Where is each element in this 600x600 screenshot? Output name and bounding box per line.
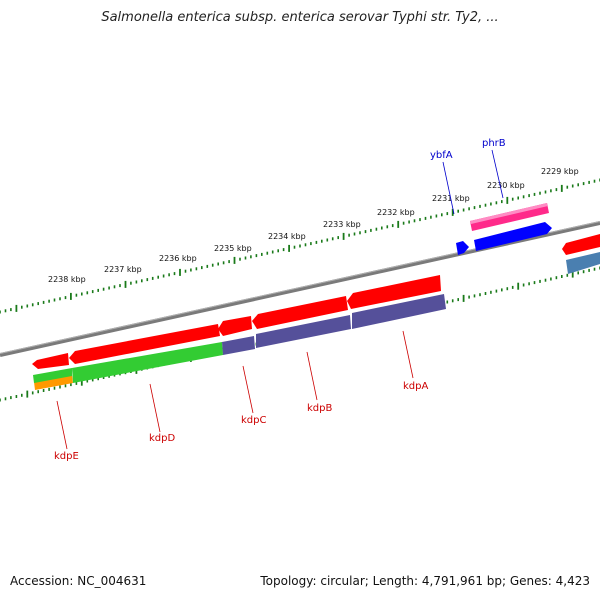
kbp-label-2234: 2234 kbp [268,232,306,241]
kbp-label-2233: 2233 kbp [323,220,361,229]
kdpB-leader-line [306,351,318,401]
kdpD-cds-arrow[interactable] [69,324,220,364]
phrB-feature-highlight [470,203,548,224]
kbp-label-2236: 2236 kbp [159,254,197,263]
gene-label-ybfA: ybfA [430,150,453,161]
accession-footer: Accession: NC_004631 [10,574,147,588]
gene-label-phrB: phrB [482,138,506,149]
gene-label-kdpD: kdpD [149,433,175,444]
kdpE-cds-arrow[interactable] [32,353,69,369]
gene-label-kdpB: kdpB [307,403,332,414]
map-title: Salmonella enterica subsp. enterica sero… [101,10,499,25]
kdpE-feature-green[interactable] [33,368,72,383]
kbp-label-2230: 2230 kbp [487,181,525,190]
kbp-label-2238: 2238 kbp [48,275,86,284]
phrB-cds-arrow[interactable] [474,222,552,251]
kdpD-feature[interactable] [72,342,223,383]
gene-label-kdpC: kdpC [241,415,266,426]
ybfA-leader-line [442,161,455,215]
kdpA-feature[interactable] [352,294,446,329]
ybfA-cds-arrow[interactable] [456,241,469,255]
kbp-label-2237: 2237 kbp [104,265,142,274]
kbp-label-2232: 2232 kbp [377,208,415,217]
forward-tick-ruler [0,178,600,314]
gene-label-kdpA: kdpA [403,381,428,392]
kdpC-leader-line [242,365,254,414]
cds-arrow-right-edge[interactable] [562,234,600,255]
kdpD-leader-line [149,383,161,433]
kdpC-cds-arrow[interactable] [218,316,252,336]
kdpE-feature-orange[interactable] [34,375,73,390]
kdpC-feature[interactable] [222,336,255,355]
genome-backbone [0,221,600,357]
gene-label-kdpE: kdpE [54,451,79,462]
kdpE-leader-line [56,400,68,450]
kdpB-feature[interactable] [256,315,351,348]
kdpB-cds-arrow[interactable] [252,296,348,329]
kbp-label-2235: 2235 kbp [214,244,252,253]
kdpA-leader-line [402,330,414,379]
kdpA-cds-arrow[interactable] [347,275,441,309]
topology-summary-footer: Topology: circular; Length: 4,791,961 bp… [260,574,590,588]
kbp-label-2229: 2229 kbp [541,167,579,176]
feature-steel-right-edge[interactable] [566,252,600,274]
phrB-leader-line [491,149,504,199]
